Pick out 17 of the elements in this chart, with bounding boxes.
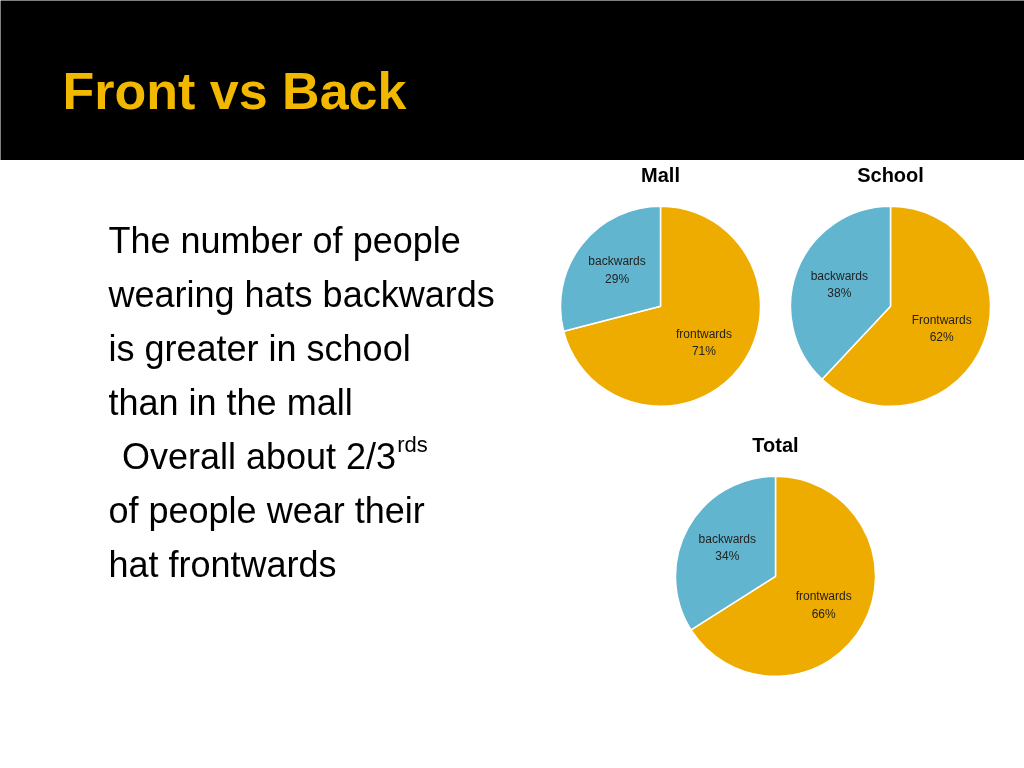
text: Front vs Back <box>62 61 407 120</box>
data-label: 34% <box>715 549 740 564</box>
slice-label: Frontwards <box>911 312 972 327</box>
data-label: 38% <box>827 286 852 301</box>
slice-label: backwards <box>810 268 869 283</box>
slice-label: frontwards <box>675 327 732 342</box>
data-label: 29% <box>605 271 630 286</box>
slice-label: frontwards <box>795 589 852 604</box>
data-label: 62% <box>929 329 954 344</box>
chart-title: Mall <box>641 163 680 186</box>
data-label: 71% <box>691 344 717 359</box>
slice-label: backwards <box>698 532 756 547</box>
chart-title: School <box>857 163 924 186</box>
data-label: 66% <box>811 606 837 621</box>
text: The number of people wearing hats backwards is greater in school than in the mall <box>107 220 495 423</box>
slice-label: backwards <box>588 254 646 269</box>
chart-title: Total <box>752 433 799 456</box>
